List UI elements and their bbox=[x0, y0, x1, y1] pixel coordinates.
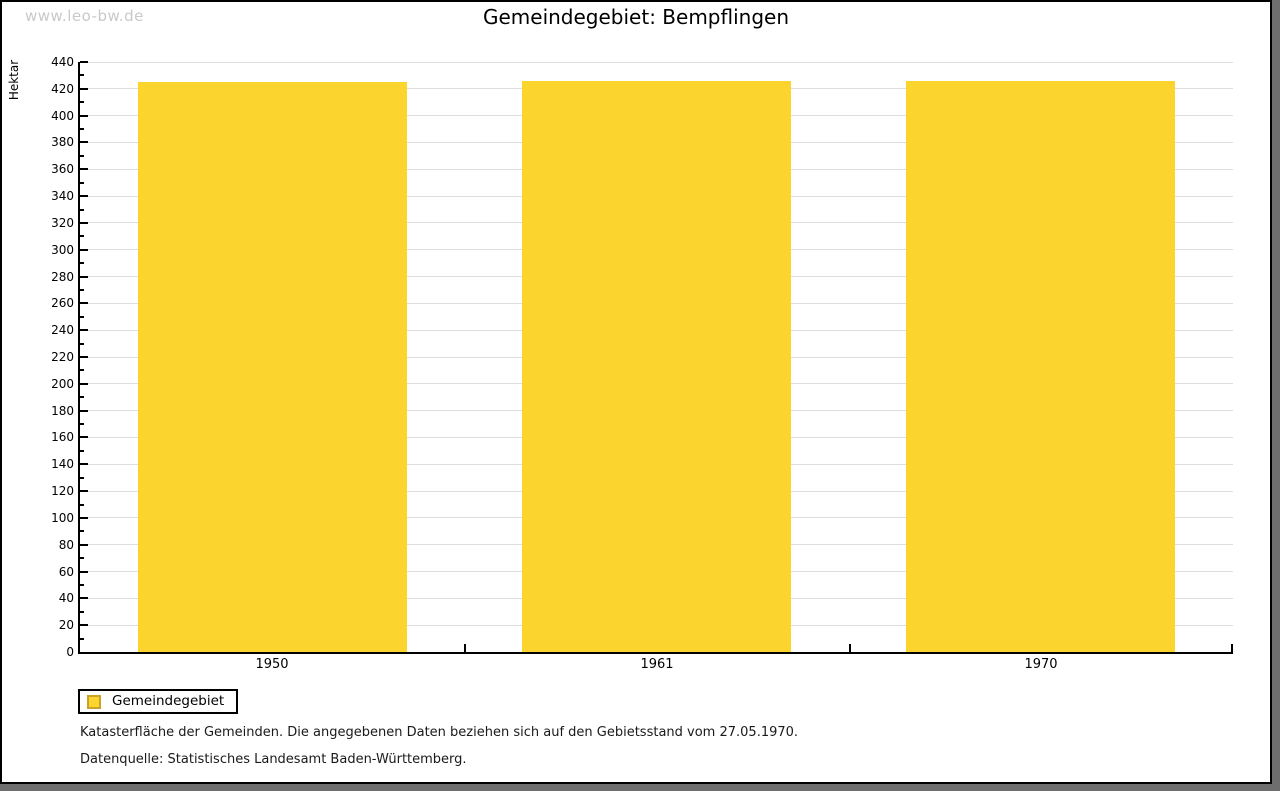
y-tick-label-320: 320 bbox=[51, 215, 74, 230]
y-tick-370 bbox=[80, 154, 84, 157]
y-tick-60 bbox=[80, 570, 88, 573]
legend-label: Gemeindegebiet bbox=[112, 693, 225, 709]
y-tick-label-200: 200 bbox=[51, 376, 74, 391]
y-tick-270 bbox=[80, 288, 84, 291]
bar-1961 bbox=[522, 81, 791, 652]
y-tick-340 bbox=[80, 195, 88, 198]
y-tick-200 bbox=[80, 382, 88, 385]
y-tick-label-100: 100 bbox=[51, 510, 74, 525]
y-tick-330 bbox=[80, 208, 84, 211]
x-tick-label-1950: 1950 bbox=[255, 657, 289, 672]
y-tick-90 bbox=[80, 530, 84, 533]
footnote-source: Datenquelle: Statistisches Landesamt Bad… bbox=[80, 752, 467, 767]
gridline-440 bbox=[80, 61, 1233, 63]
legend-swatch bbox=[87, 694, 101, 709]
y-tick-140 bbox=[80, 463, 88, 466]
y-tick-label-160: 160 bbox=[51, 430, 74, 445]
y-tick-410 bbox=[80, 101, 84, 104]
y-tick-40 bbox=[80, 597, 88, 600]
y-tick-100 bbox=[80, 516, 88, 519]
watermark: www.leo-bw.de bbox=[25, 7, 144, 25]
y-tick-430 bbox=[80, 74, 84, 77]
x-boundary-tick-1 bbox=[464, 644, 466, 652]
y-tick-400 bbox=[80, 114, 88, 117]
y-tick-label-300: 300 bbox=[51, 242, 74, 257]
y-tick-label-140: 140 bbox=[51, 457, 74, 472]
y-tick-label-400: 400 bbox=[51, 108, 74, 123]
y-tick-300 bbox=[80, 248, 88, 251]
y-tick-150 bbox=[80, 449, 84, 452]
y-tick-label-340: 340 bbox=[51, 189, 74, 204]
y-tick-label-80: 80 bbox=[58, 537, 74, 552]
plot-area: 0 20 40 60 80 100 120 140 160 180 200 220 240 260 280 3… bbox=[51, 55, 1233, 672]
y-tick-240 bbox=[80, 329, 88, 332]
y-tick-160 bbox=[80, 436, 88, 439]
y-tick-label-440: 440 bbox=[51, 55, 74, 69]
y-tick-210 bbox=[80, 369, 84, 372]
chart-title: Gemeindegebiet: Bempflingen bbox=[482, 5, 790, 29]
y-tick-230 bbox=[80, 342, 84, 345]
y-tick-310 bbox=[80, 235, 84, 238]
x-tick-label-1970: 1970 bbox=[1024, 657, 1058, 672]
y-tick-130 bbox=[80, 476, 84, 479]
y-tick-label-0: 0 bbox=[66, 645, 74, 659]
legend: Gemeindegebiet bbox=[78, 689, 239, 714]
y-tick-label-20: 20 bbox=[58, 618, 74, 633]
y-tick-label-260: 260 bbox=[51, 296, 74, 311]
y-tick-label-240: 240 bbox=[51, 323, 74, 338]
y-tick-220 bbox=[80, 356, 88, 358]
y-tick-280 bbox=[80, 275, 88, 278]
y-tick-180 bbox=[80, 409, 88, 412]
y-tick-30 bbox=[80, 610, 84, 613]
y-tick-170 bbox=[80, 423, 84, 426]
y-tick-label-40: 40 bbox=[58, 591, 74, 606]
y-tick-360 bbox=[80, 168, 88, 171]
y-tick-260 bbox=[80, 302, 88, 305]
y-tick-label-280: 280 bbox=[51, 269, 74, 284]
y-tick-390 bbox=[80, 128, 84, 131]
y-tick-70 bbox=[80, 557, 84, 560]
y-tick-190 bbox=[80, 396, 84, 399]
x-boundary-tick-3 bbox=[1231, 644, 1233, 652]
y-tick-label-380: 380 bbox=[51, 135, 74, 150]
y-tick-80 bbox=[80, 543, 88, 546]
y-tick-label-220: 220 bbox=[51, 350, 74, 364]
y-tick-320 bbox=[80, 221, 88, 224]
y-tick-290 bbox=[80, 262, 84, 265]
y-tick-380 bbox=[80, 141, 88, 144]
bar-1950 bbox=[138, 82, 407, 652]
y-tick-label-180: 180 bbox=[51, 403, 74, 418]
y-tick-label-360: 360 bbox=[51, 162, 74, 177]
bar-1970 bbox=[906, 81, 1175, 652]
y-tick-420 bbox=[80, 87, 88, 90]
y-tick-label-120: 120 bbox=[51, 484, 74, 499]
y-tick-440 bbox=[80, 61, 88, 63]
x-tick-label-1961: 1961 bbox=[640, 657, 674, 672]
y-tick-110 bbox=[80, 503, 84, 506]
y-tick-120 bbox=[80, 490, 88, 493]
y-tick-250 bbox=[80, 315, 84, 318]
x-boundary-tick-2 bbox=[849, 644, 851, 652]
y-tick-350 bbox=[80, 181, 84, 184]
y-tick-label-420: 420 bbox=[51, 81, 74, 96]
y-tick-label-60: 60 bbox=[58, 564, 74, 579]
y-tick-20 bbox=[80, 624, 88, 627]
y-tick-10 bbox=[80, 637, 84, 640]
footnote-description: Katasterfläche der Gemeinden. Die angege… bbox=[80, 725, 799, 740]
y-tick-50 bbox=[80, 583, 84, 586]
y-axis-title: Hektar bbox=[7, 59, 21, 101]
